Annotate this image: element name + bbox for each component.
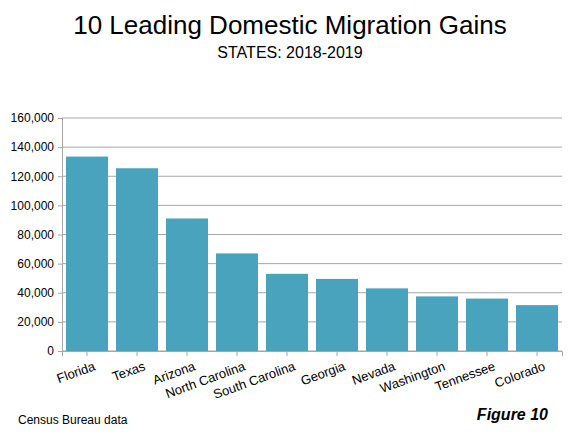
y-tick-label: 20,000 xyxy=(17,315,54,329)
x-tick: Colorado xyxy=(492,351,547,391)
y-tick: 60,000 xyxy=(17,257,62,271)
x-tick-mark xyxy=(487,351,488,356)
x-axis: FloridaTexasArizonaNorth CarolinaSouth C… xyxy=(55,351,563,402)
x-tick: South Carolina xyxy=(211,351,298,402)
figure-label: Figure 10 xyxy=(477,406,548,423)
y-tick-label: 120,000 xyxy=(11,170,55,184)
x-tick: Georgia xyxy=(299,351,348,388)
y-axis-line xyxy=(58,119,63,352)
y-axis: 0 20,000 40,000 60,000 80,000 100,000 120,000 1… xyxy=(11,111,63,358)
y-tick-label: 40,000 xyxy=(17,286,54,300)
plot: 0 20,000 40,000 60,000 80,000 100,000 120,000 1… xyxy=(11,111,563,402)
y-tick-label: 0 xyxy=(47,344,54,358)
x-tick-mark xyxy=(87,351,88,356)
bar xyxy=(116,168,158,351)
y-tick-label: 100,000 xyxy=(11,199,55,213)
y-tick-mark xyxy=(58,293,62,294)
bar xyxy=(416,296,458,351)
bar xyxy=(216,253,258,351)
bar xyxy=(466,299,508,351)
y-tick-mark xyxy=(58,118,62,119)
y-tick-label: 80,000 xyxy=(17,228,54,242)
x-tick-label: Florida xyxy=(55,358,98,386)
source-note: Census Bureau data xyxy=(18,413,128,427)
grid-line xyxy=(62,147,562,148)
x-tick-label: Texas xyxy=(110,358,148,384)
y-tick: 80,000 xyxy=(17,228,62,242)
bar xyxy=(266,274,308,351)
y-tick: 0 xyxy=(47,344,62,358)
bars xyxy=(66,157,558,351)
x-axis-line xyxy=(63,352,563,357)
y-tick: 120,000 xyxy=(11,170,62,184)
x-tick: Tennessee xyxy=(433,351,497,394)
y-tick: 100,000 xyxy=(11,199,62,213)
y-tick-label: 60,000 xyxy=(17,257,54,271)
x-tick: Texas xyxy=(110,351,148,384)
x-tick-label: Tennessee xyxy=(433,358,497,394)
y-tick-mark xyxy=(58,322,62,323)
chart: 10 Leading Domestic Migration Gains STATE… xyxy=(0,0,580,435)
bar xyxy=(366,288,408,351)
x-tick-mark xyxy=(437,351,438,356)
y-tick-label: 160,000 xyxy=(11,111,55,125)
bar xyxy=(66,157,108,351)
y-tick-label: 140,000 xyxy=(11,140,55,154)
y-tick-mark xyxy=(58,205,62,206)
y-tick-mark xyxy=(58,264,62,265)
x-tick-label: Georgia xyxy=(299,358,348,388)
grid xyxy=(62,118,562,351)
bar xyxy=(516,305,558,351)
y-tick-mark xyxy=(58,147,62,148)
y-tick: 40,000 xyxy=(17,286,62,300)
subtitle: STATES: 2018-2019 xyxy=(217,44,362,61)
x-tick-label: South Carolina xyxy=(211,358,298,402)
x-tick-label: Colorado xyxy=(492,358,547,390)
x-tick-mark xyxy=(287,351,288,356)
x-tick-mark xyxy=(187,351,188,356)
x-tick: Florida xyxy=(55,351,98,386)
y-tick: 20,000 xyxy=(17,315,62,329)
x-tick-mark xyxy=(337,351,338,356)
bar xyxy=(166,218,208,351)
y-tick: 160,000 xyxy=(11,111,62,125)
y-tick-mark xyxy=(58,235,62,236)
x-tick-mark xyxy=(237,351,238,356)
y-tick: 140,000 xyxy=(11,140,62,154)
y-tick-mark xyxy=(58,351,62,352)
x-tick-mark xyxy=(537,351,538,356)
bar xyxy=(316,279,358,351)
grid-line xyxy=(62,118,562,119)
y-tick-mark xyxy=(58,176,62,177)
x-tick-mark xyxy=(387,351,388,356)
x-tick-mark xyxy=(137,351,138,356)
title: 10 Leading Domestic Migration Gains xyxy=(73,10,507,40)
